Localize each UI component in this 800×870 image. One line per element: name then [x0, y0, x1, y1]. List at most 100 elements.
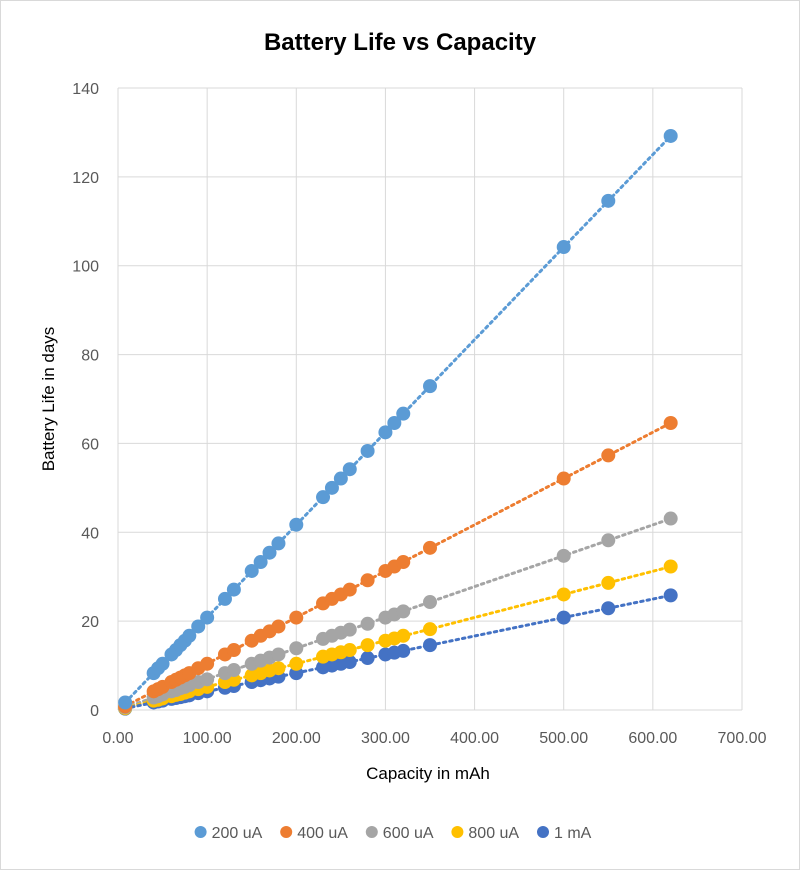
y-axis-title: Battery Life in days	[39, 327, 58, 472]
gridlines	[117, 87, 743, 711]
data-point	[342, 462, 357, 477]
data-point	[271, 536, 286, 551]
data-point	[182, 628, 197, 643]
data-point	[360, 443, 375, 458]
y-tick-label: 100	[72, 259, 99, 276]
x-axis-title: Capacity in mAh	[366, 764, 490, 783]
x-tick-label: 0.00	[102, 730, 133, 747]
data-point	[253, 555, 268, 570]
data-point	[663, 128, 678, 143]
data-point	[360, 616, 375, 631]
data-point	[360, 651, 375, 666]
data-point	[423, 638, 437, 653]
data-point	[423, 595, 437, 610]
data-point	[289, 517, 304, 532]
legend-marker	[537, 826, 549, 838]
x-tick-label: 400.00	[450, 730, 499, 747]
data-point	[423, 622, 437, 637]
data-point	[556, 548, 571, 563]
data-point	[387, 415, 402, 430]
x-tick-label: 600.00	[628, 730, 677, 747]
legend-item[interactable]: 1 mA	[537, 825, 592, 842]
x-tick-label: 200.00	[272, 730, 321, 747]
data-point	[663, 559, 678, 574]
data-point	[289, 610, 304, 625]
data-point	[396, 628, 411, 643]
data-point	[271, 661, 286, 676]
legend-label: 1 mA	[554, 825, 592, 842]
legend-item[interactable]: 400 uA	[280, 825, 348, 842]
legend-label: 400 uA	[297, 825, 348, 842]
data-point	[316, 490, 331, 505]
data-point	[289, 656, 304, 671]
data-point	[226, 663, 241, 678]
legend-item[interactable]: 200 uA	[194, 825, 263, 842]
x-axis-ticks: 0.00 100.00 200.00 300.00 400.00 500.00 600.00…	[102, 730, 766, 747]
data-point	[226, 582, 241, 597]
data-point	[663, 588, 678, 603]
data-point	[271, 619, 286, 634]
data-point	[423, 540, 437, 555]
data-point	[271, 647, 286, 662]
data-point	[360, 573, 375, 588]
x-tick-label: 300.00	[361, 730, 410, 747]
data-point	[342, 643, 357, 658]
data-point	[155, 656, 170, 671]
x-tick-label: 100.00	[183, 730, 232, 747]
data-point	[396, 406, 411, 421]
data-point	[556, 610, 571, 625]
data-point	[200, 610, 215, 625]
legend-marker	[194, 826, 207, 838]
legend-label: 200 uA	[212, 825, 263, 842]
data-point	[396, 555, 411, 570]
y-tick-label: 20	[81, 614, 99, 631]
data-point	[262, 545, 277, 560]
data-point	[423, 379, 437, 394]
data-point	[342, 655, 357, 670]
data-point	[244, 563, 259, 578]
legend-item[interactable]: 800 uA	[451, 825, 519, 842]
data-point	[601, 601, 616, 616]
data-point	[556, 471, 571, 486]
y-tick-label: 0	[90, 703, 99, 720]
data-point	[396, 643, 411, 658]
legend-label: 800 uA	[468, 825, 519, 842]
y-tick-label: 40	[81, 525, 99, 542]
legend-item[interactable]: 600 uA	[365, 825, 434, 842]
y-tick-label: 80	[81, 348, 99, 365]
legend[interactable]: 200 uA 400 uA 600 uA 800 uA 1 mA	[194, 825, 592, 842]
data-point	[200, 656, 215, 671]
data-point	[601, 533, 616, 548]
legend-marker	[365, 826, 378, 838]
data-point	[324, 480, 339, 495]
x-tick-label: 700.00	[718, 730, 767, 747]
x-tick-label: 500.00	[539, 730, 588, 747]
data-point	[342, 622, 357, 637]
data-point	[663, 511, 678, 526]
data-point	[601, 448, 616, 463]
data-point	[601, 575, 616, 590]
data-point	[360, 638, 375, 653]
data-point	[191, 619, 206, 634]
data-point	[226, 643, 241, 658]
y-axis-ticks: 0 20 40 60 80 100 120 140	[72, 81, 99, 720]
data-point	[601, 193, 616, 208]
series-points	[118, 559, 678, 716]
data-point	[663, 415, 678, 430]
data-point	[200, 672, 215, 687]
series-points	[118, 128, 678, 710]
chart-title: Battery Life vs Capacity	[264, 29, 537, 56]
series-points	[118, 415, 678, 714]
data-point	[556, 240, 571, 255]
data-point	[556, 587, 571, 602]
data-point	[289, 641, 304, 656]
y-tick-label: 120	[72, 170, 99, 187]
data-points	[118, 128, 678, 716]
legend-marker	[451, 826, 464, 838]
legend-marker	[280, 826, 293, 838]
y-tick-label: 60	[81, 436, 99, 453]
data-point	[217, 591, 232, 606]
data-point	[378, 425, 393, 440]
